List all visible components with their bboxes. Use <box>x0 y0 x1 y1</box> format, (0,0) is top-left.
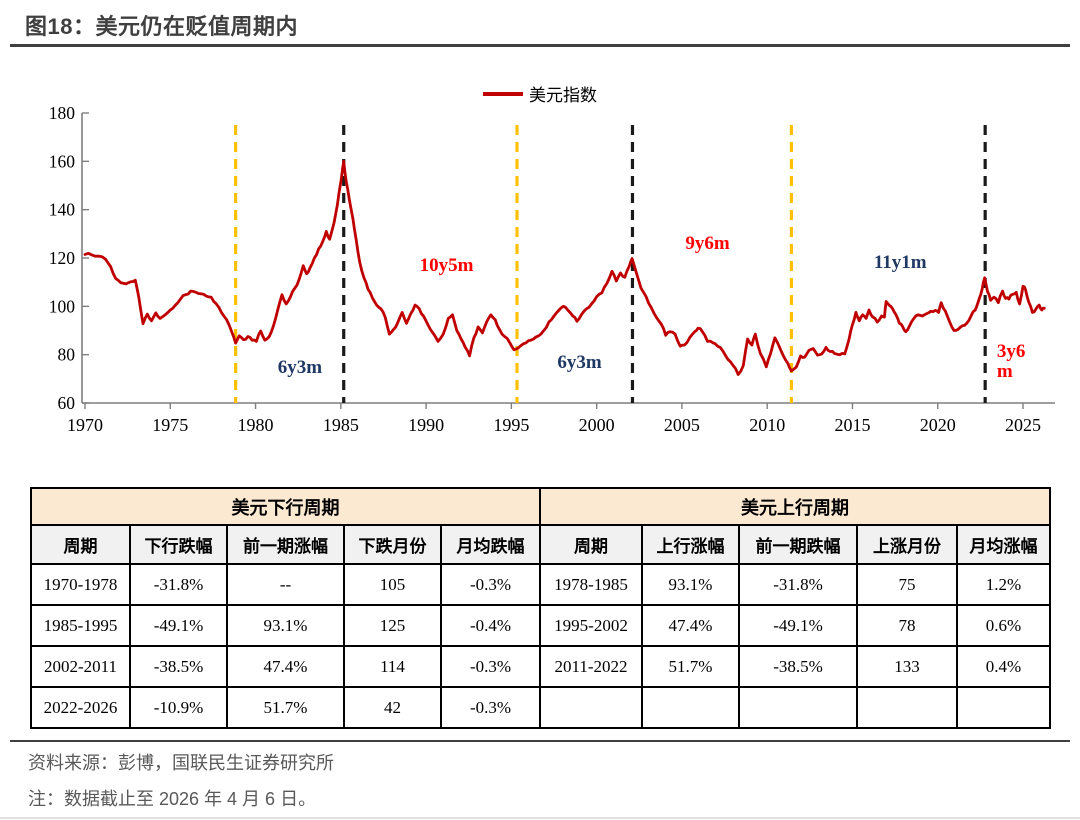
cell <box>641 686 740 729</box>
cell: 1.2% <box>956 563 1051 606</box>
cell: -- <box>226 563 345 606</box>
column-header: 前一期涨幅 <box>226 524 345 565</box>
y-tick-label: 180 <box>49 103 76 123</box>
data-cutoff-note: 注：数据截止至 2026 年 4 月 6 日。 <box>28 789 317 809</box>
column-header: 周期 <box>539 524 643 565</box>
cell <box>539 686 643 729</box>
footer-divider <box>10 740 1070 742</box>
column-header: 前一期跌幅 <box>738 524 858 565</box>
column-header-row: 周期 下行跌幅 前一期涨幅 下跌月份 月均跌幅 周期 上行涨幅 前一期跌幅 上涨… <box>30 524 1051 565</box>
table-row: 2002-2011 -38.5% 47.4% 114 -0.3% 2011-20… <box>30 645 1051 688</box>
cell <box>956 686 1051 729</box>
cell: 2011-2022 <box>539 645 643 688</box>
cell: 93.1% <box>226 604 345 647</box>
y-tick-label: 100 <box>49 296 76 316</box>
column-header: 月均跌幅 <box>440 524 541 565</box>
chart-legend: 美元指数 <box>483 81 597 106</box>
cycle-annotation: 10y5m <box>419 255 474 277</box>
table-row: 1985-1995 -49.1% 93.1% 125 -0.4% 1995-20… <box>30 604 1051 647</box>
cell: 114 <box>343 645 442 688</box>
x-tick-label: 2025 <box>1005 415 1041 435</box>
cell: -49.1% <box>129 604 228 647</box>
x-tick-label: 2010 <box>749 415 785 435</box>
cell: 93.1% <box>641 563 740 606</box>
cell: 51.7% <box>641 645 740 688</box>
cell: 51.7% <box>226 686 345 729</box>
cell: 1985-1995 <box>30 604 131 647</box>
cell: 2022-2026 <box>30 686 131 729</box>
cell: -31.8% <box>738 563 858 606</box>
page-bottom-divider <box>0 817 1080 819</box>
x-tick-label: 2015 <box>834 415 870 435</box>
cell: 1970-1978 <box>30 563 131 606</box>
cell: -0.3% <box>440 645 541 688</box>
cell: -0.4% <box>440 604 541 647</box>
x-tick-label: 1975 <box>152 415 188 435</box>
table-row: 2022-2026 -10.9% 51.7% 42 -0.3% <box>30 686 1051 729</box>
up-cycle-header: 美元上行周期 <box>539 487 1051 526</box>
cell: 1995-2002 <box>539 604 643 647</box>
cell: 125 <box>343 604 442 647</box>
column-header: 上涨月份 <box>856 524 958 565</box>
y-tick-label: 140 <box>49 200 76 220</box>
y-tick-label: 80 <box>58 345 76 365</box>
cell: -38.5% <box>129 645 228 688</box>
column-header: 上行涨幅 <box>641 524 740 565</box>
cycle-annotation: 3y6m <box>996 340 1026 382</box>
cell: -38.5% <box>738 645 858 688</box>
y-tick-label: 60 <box>58 393 76 413</box>
cell: 78 <box>856 604 958 647</box>
page-title: 图18：美元仍在贬值周期内 <box>25 14 298 39</box>
cell: 2002-2011 <box>30 645 131 688</box>
x-tick-label: 1990 <box>408 415 444 435</box>
x-tick-label: 2020 <box>920 415 956 435</box>
cell: 0.4% <box>956 645 1051 688</box>
cycle-annotation: 11y1m <box>873 251 927 273</box>
cell: -0.3% <box>440 563 541 606</box>
y-tick-label: 160 <box>49 151 76 171</box>
cell <box>856 686 958 729</box>
table-row: 1970-1978 -31.8% -- 105 -0.3% 1978-1985 … <box>30 563 1051 606</box>
cell: 47.4% <box>226 645 345 688</box>
cell: 0.6% <box>956 604 1051 647</box>
down-cycle-header: 美元下行周期 <box>30 487 541 526</box>
x-tick-label: 1970 <box>67 415 103 435</box>
column-header: 周期 <box>30 524 131 565</box>
cycle-annotation: 6y3m <box>557 352 602 374</box>
y-tick-label: 120 <box>49 248 76 268</box>
x-tick-label: 1985 <box>323 415 359 435</box>
cell: -10.9% <box>129 686 228 729</box>
source-note: 资料来源：彭博，国联民生证券研究所 <box>28 753 334 773</box>
legend-label: 美元指数 <box>529 86 597 105</box>
cycle-annotation: 9y6m <box>685 232 730 254</box>
cell: 133 <box>856 645 958 688</box>
cycle-stats-table: 美元下行周期 美元上行周期 周期 下行跌幅 前一期涨幅 下跌月份 月均跌幅 周期… <box>30 487 1051 729</box>
cell: 75 <box>856 563 958 606</box>
cell <box>738 686 858 729</box>
cell: -49.1% <box>738 604 858 647</box>
column-header: 下行跌幅 <box>129 524 228 565</box>
column-header: 月均涨幅 <box>956 524 1051 565</box>
cell: -0.3% <box>440 686 541 729</box>
x-tick-label: 2005 <box>664 415 700 435</box>
cycle-annotation: 6y3m <box>277 356 323 378</box>
cell: 47.4% <box>641 604 740 647</box>
x-tick-label: 2000 <box>579 415 615 435</box>
cell: 42 <box>343 686 442 729</box>
cell: 1978-1985 <box>539 563 643 606</box>
x-tick-label: 1980 <box>238 415 274 435</box>
title-divider <box>10 44 1070 47</box>
x-tick-label: 1995 <box>493 415 529 435</box>
cell: -31.8% <box>129 563 228 606</box>
legend-line-swatch <box>483 91 523 96</box>
cell: 105 <box>343 563 442 606</box>
column-header: 下跌月份 <box>343 524 442 565</box>
